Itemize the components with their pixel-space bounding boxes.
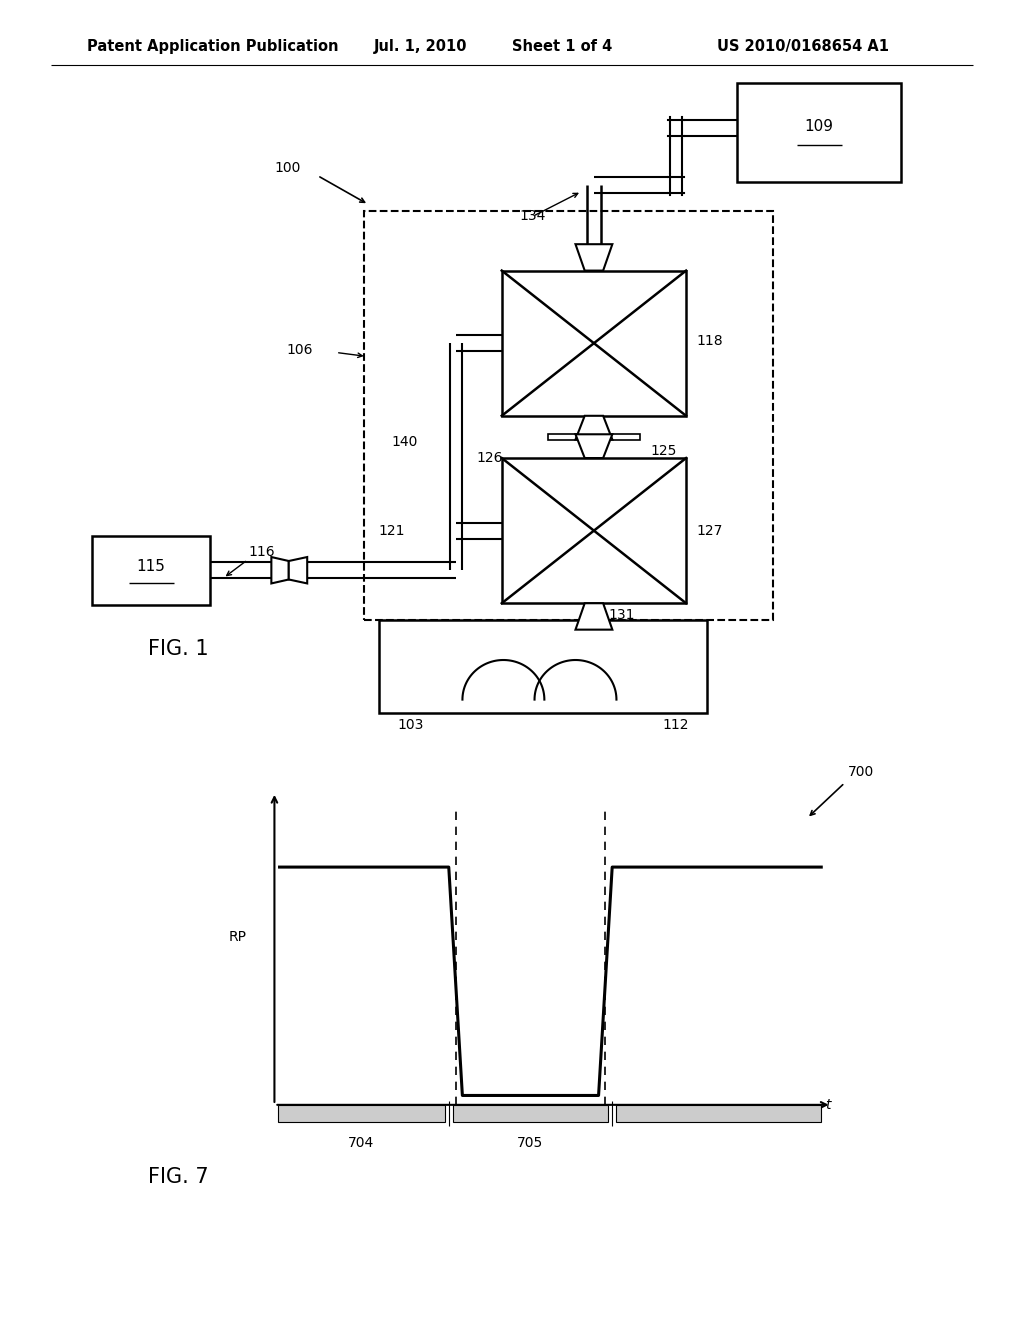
Bar [364, 211, 773, 620]
Text: 131: 131 [608, 609, 635, 622]
Text: 118: 118 [696, 334, 723, 347]
Text: 137: 137 [608, 590, 635, 603]
Text: 705: 705 [517, 1137, 544, 1150]
Polygon shape [289, 557, 307, 583]
Bar [502, 271, 686, 416]
Bar [502, 458, 686, 603]
Text: 109: 109 [805, 119, 834, 133]
Polygon shape [575, 434, 612, 458]
Text: RP: RP [228, 931, 247, 944]
Text: 704: 704 [348, 1137, 374, 1150]
Bar [453, 1105, 608, 1122]
Text: 103: 103 [397, 718, 424, 731]
Text: 121: 121 [378, 524, 404, 537]
Text: 127: 127 [696, 524, 723, 537]
Bar [668, 117, 684, 139]
Bar [548, 434, 640, 440]
Text: Sheet 1 of 4: Sheet 1 of 4 [512, 38, 612, 54]
Bar [616, 1105, 821, 1122]
Polygon shape [271, 557, 289, 583]
Text: 115: 115 [136, 558, 166, 574]
Text: 124: 124 [650, 463, 677, 477]
Bar [668, 174, 684, 195]
Bar [379, 620, 707, 713]
Polygon shape [575, 603, 612, 630]
Text: 100: 100 [274, 161, 301, 174]
Bar [92, 536, 210, 605]
Text: FIG. 1: FIG. 1 [148, 639, 209, 660]
Polygon shape [575, 416, 612, 440]
Polygon shape [575, 244, 612, 271]
Text: Jul. 1, 2010: Jul. 1, 2010 [374, 38, 467, 54]
Text: 143: 143 [540, 664, 566, 677]
Bar [737, 83, 901, 182]
Text: 112: 112 [663, 718, 689, 731]
Text: 134: 134 [519, 210, 546, 223]
Text: 140: 140 [391, 436, 418, 449]
Text: 106: 106 [287, 343, 313, 356]
Text: t: t [824, 1098, 830, 1111]
Text: FIG. 7: FIG. 7 [148, 1167, 209, 1188]
Text: US 2010/0168654 A1: US 2010/0168654 A1 [717, 38, 889, 54]
Bar [278, 1105, 444, 1122]
Text: 126: 126 [476, 451, 503, 465]
Text: 116: 116 [249, 545, 275, 558]
Text: 700: 700 [848, 766, 874, 779]
Text: 125: 125 [650, 445, 677, 458]
Text: Patent Application Publication: Patent Application Publication [87, 38, 339, 54]
